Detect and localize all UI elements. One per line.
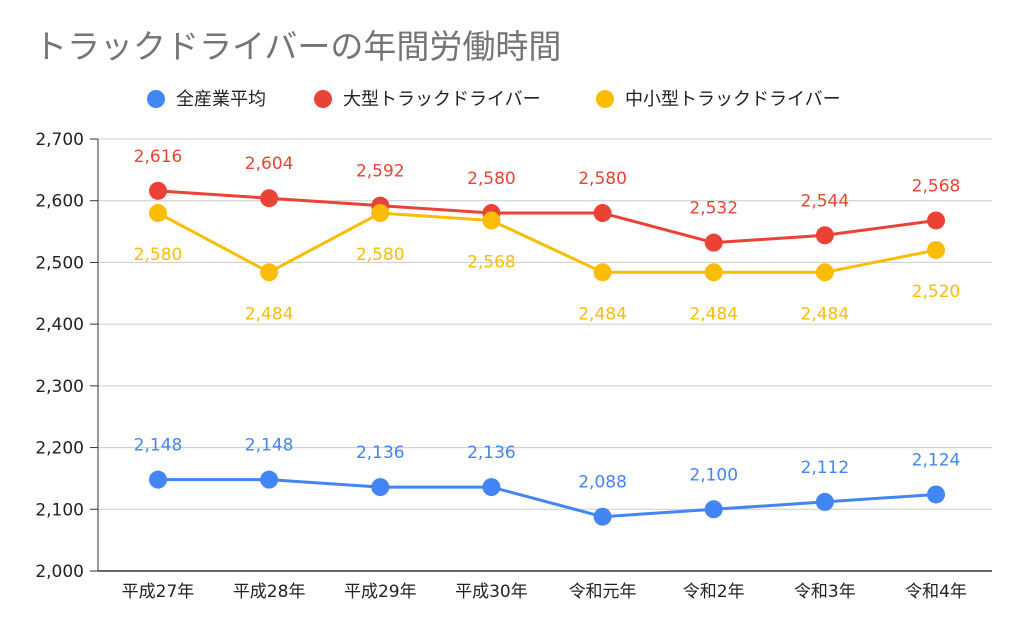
- y-tick-label: 2,300: [35, 377, 84, 397]
- data-point-small-medium-truck-drivers: [371, 204, 390, 223]
- legend-item-large-truck-drivers: 大型トラックドライバー: [314, 89, 541, 110]
- x-tick-label: 平成30年: [455, 582, 528, 602]
- data-labels: 2,148 2,148 2,136 2,136 2,088 2,100 2,112 2,124…: [134, 147, 961, 493]
- data-points: [149, 181, 945, 526]
- data-point-small-medium-truck-drivers: [482, 211, 501, 230]
- data-label-small-medium-truck-drivers: 2,580: [356, 245, 405, 265]
- x-tick-label: 令和元年: [569, 582, 637, 602]
- chart-title: トラックドライバーの年間労働時間: [34, 27, 561, 66]
- data-point-large-truck-drivers: [704, 233, 723, 252]
- y-tick-label: 2,100: [35, 500, 84, 520]
- legend-label-all-industries: 全産業平均: [176, 89, 266, 110]
- data-label-large-truck-drivers: 2,580: [467, 169, 516, 189]
- data-label-large-truck-drivers: 2,568: [912, 176, 961, 196]
- data-label-all-industries: 2,088: [578, 473, 627, 493]
- data-point-all-industries: [927, 485, 945, 504]
- y-tick-label: 2,000: [35, 562, 84, 582]
- data-point-large-truck-drivers: [149, 181, 167, 200]
- data-point-small-medium-truck-drivers: [593, 263, 612, 282]
- x-tick-label: 令和2年: [683, 582, 745, 602]
- data-point-small-medium-truck-drivers: [815, 263, 834, 282]
- x-tick-label: 令和4年: [905, 582, 967, 602]
- data-label-small-medium-truck-drivers: 2,484: [689, 304, 738, 324]
- data-point-large-truck-drivers: [593, 204, 612, 223]
- data-label-small-medium-truck-drivers: 2,520: [912, 282, 961, 302]
- data-label-small-medium-truck-drivers: 2,484: [245, 304, 294, 324]
- data-point-all-industries: [371, 478, 390, 497]
- data-label-small-medium-truck-drivers: 2,484: [801, 304, 850, 324]
- legend-item-all-industries: 全産業平均: [147, 89, 266, 110]
- data-point-small-medium-truck-drivers: [260, 263, 279, 282]
- y-tick-label: 2,400: [35, 315, 84, 335]
- data-point-small-medium-truck-drivers: [149, 204, 167, 223]
- series-line-large-truck-drivers: [156, 189, 938, 245]
- gridlines: [98, 138, 992, 510]
- data-label-all-industries: 2,124: [912, 450, 961, 470]
- x-tick-label: 平成29年: [344, 582, 417, 602]
- data-point-large-truck-drivers: [927, 211, 945, 230]
- data-label-large-truck-drivers: 2,604: [245, 154, 294, 174]
- data-label-small-medium-truck-drivers: 2,484: [578, 304, 627, 324]
- x-tick-label: 令和3年: [794, 582, 856, 602]
- data-label-large-truck-drivers: 2,532: [689, 199, 738, 219]
- legend-marker-all-industries: [147, 90, 165, 108]
- y-tick-label: 2,200: [35, 439, 84, 459]
- data-label-small-medium-truck-drivers: 2,568: [467, 252, 516, 272]
- data-point-small-medium-truck-drivers: [927, 241, 945, 260]
- data-point-large-truck-drivers: [260, 189, 279, 208]
- data-label-small-medium-truck-drivers: 2,580: [134, 245, 183, 265]
- series-line-small-medium-truck-drivers: [156, 211, 938, 274]
- data-label-large-truck-drivers: 2,592: [356, 162, 405, 182]
- data-label-all-industries: 2,136: [467, 443, 516, 463]
- legend-marker-large-truck-drivers: [314, 90, 332, 108]
- series-lines: [156, 189, 938, 519]
- legend-item-small-medium-truck-drivers: 中小型トラックドライバー: [596, 89, 841, 110]
- data-point-all-industries: [815, 492, 834, 511]
- y-tick-label: 2,500: [35, 253, 84, 273]
- data-label-all-industries: 2,148: [134, 436, 183, 456]
- data-point-all-industries: [482, 478, 501, 497]
- legend: 全産業平均 大型トラックドライバー 中小型トラックドライバー: [147, 89, 841, 110]
- data-label-large-truck-drivers: 2,616: [134, 147, 183, 167]
- data-label-all-industries: 2,112: [801, 458, 850, 478]
- data-label-large-truck-drivers: 2,544: [801, 191, 850, 211]
- legend-label-small-medium-truck-drivers: 中小型トラックドライバー: [625, 89, 841, 110]
- legend-marker-small-medium-truck-drivers: [596, 90, 614, 108]
- data-label-all-industries: 2,148: [245, 436, 294, 456]
- data-point-all-industries: [593, 507, 612, 526]
- data-label-all-industries: 2,136: [356, 443, 405, 463]
- data-point-all-industries: [260, 470, 279, 489]
- data-point-small-medium-truck-drivers: [704, 263, 723, 282]
- data-label-large-truck-drivers: 2,580: [578, 169, 627, 189]
- x-tick-label: 平成27年: [122, 582, 195, 602]
- series-line-all-industries: [156, 478, 938, 519]
- data-point-all-industries: [704, 500, 723, 519]
- y-tick-label: 2,700: [35, 130, 84, 150]
- data-label-all-industries: 2,100: [689, 465, 738, 485]
- x-tick-label: 平成28年: [233, 582, 306, 602]
- data-point-large-truck-drivers: [815, 226, 834, 245]
- legend-label-large-truck-drivers: 大型トラックドライバー: [343, 89, 541, 110]
- axes: 2,000 2,100 2,200 2,300 2,400 2,500 2,600 2,700…: [35, 130, 992, 602]
- y-tick-label: 2,600: [35, 192, 84, 212]
- data-point-all-industries: [149, 470, 167, 489]
